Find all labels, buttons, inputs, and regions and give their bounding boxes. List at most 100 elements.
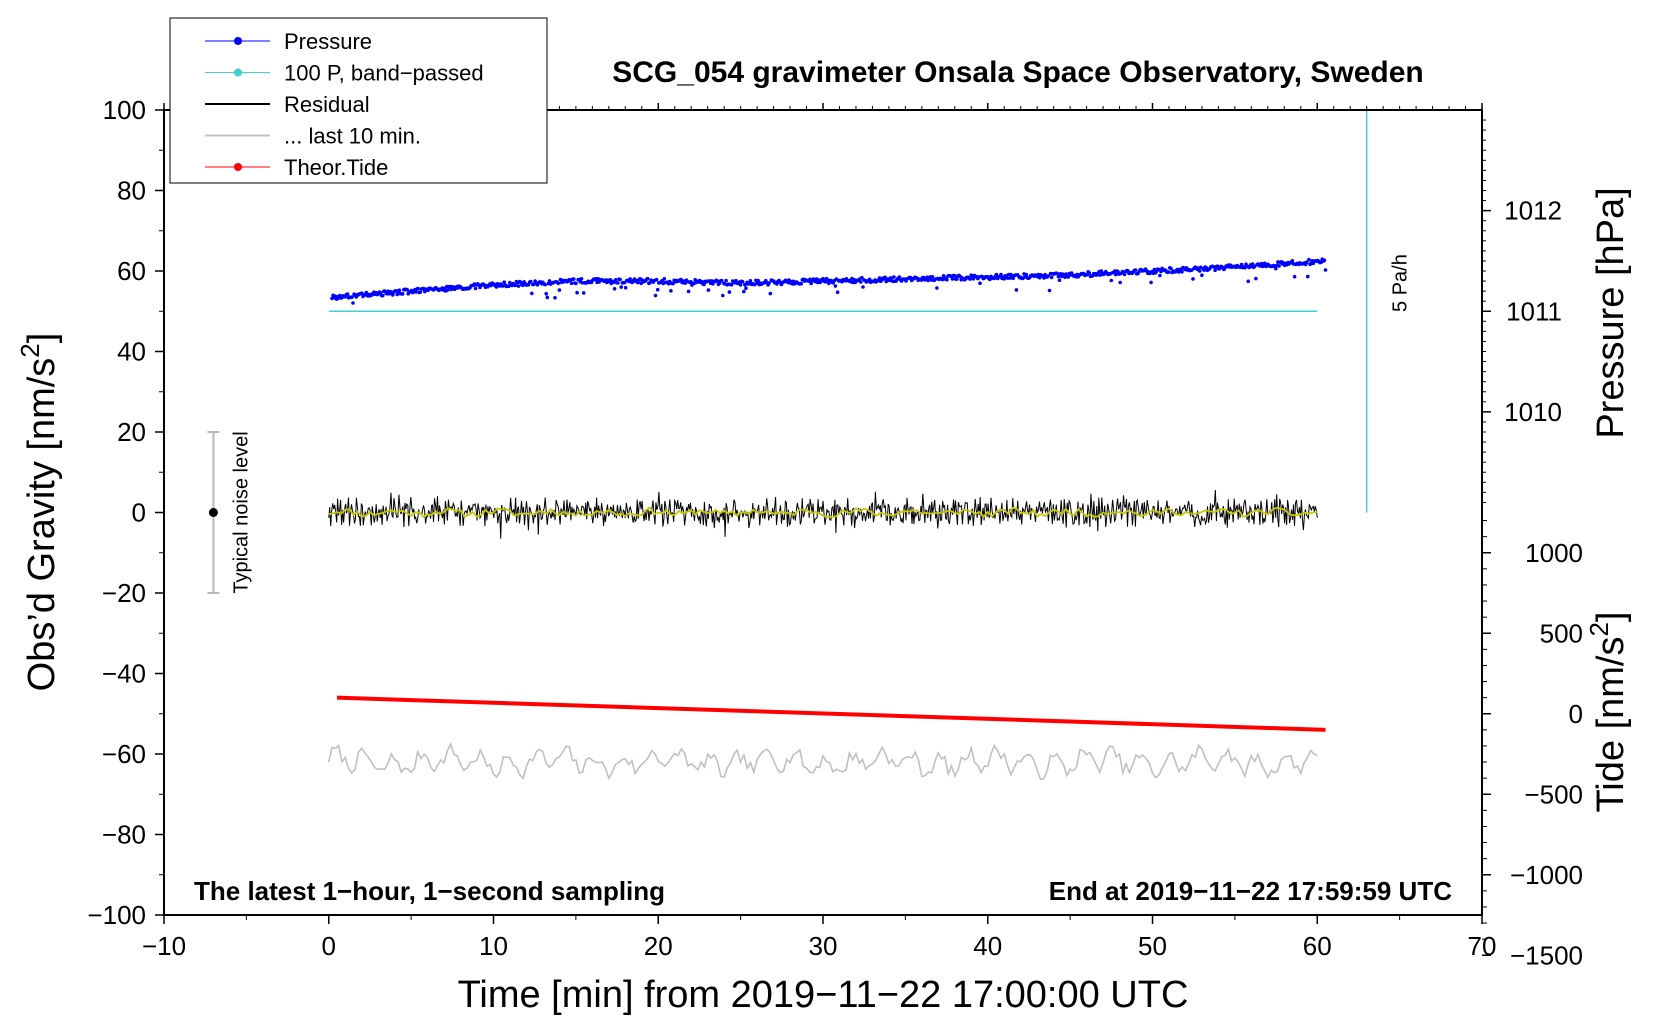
pressure-point	[569, 281, 574, 286]
pressure-rate-label: 5 Pa/h	[1390, 254, 1412, 312]
pressure-point	[950, 277, 955, 281]
y-tick-label: −80	[102, 820, 146, 850]
pressure-point	[516, 284, 521, 288]
pressure-point	[835, 290, 840, 295]
pressure-point	[971, 277, 976, 281]
pressure-point	[613, 278, 618, 282]
pressure-point	[955, 277, 959, 281]
pressure-point	[473, 286, 478, 291]
pressure-axis-label: Pressure [hPa]	[1590, 187, 1632, 438]
pressure-point	[743, 283, 747, 287]
pressure-point	[1304, 260, 1309, 265]
pressure-point	[645, 276, 650, 281]
pressure-point	[1180, 270, 1184, 274]
y-axis-label: Obs’d Gravity [nm/s2]	[15, 333, 63, 692]
legend-marker-5	[234, 163, 242, 171]
pressure-point	[738, 283, 743, 287]
pressure-point	[702, 282, 706, 287]
pressure-point	[502, 280, 507, 285]
pressure-point	[1306, 274, 1310, 279]
pressure-point	[877, 276, 882, 280]
pressure-point	[860, 275, 864, 280]
legend: Pressure 100 P, band−passed Residual ... la…	[169, 17, 548, 184]
pressure-point	[557, 288, 562, 292]
pressure-point	[941, 274, 946, 278]
pressure-point	[513, 283, 518, 288]
pressure-point	[729, 283, 734, 287]
pressure-point	[799, 281, 803, 286]
pressure-point	[742, 289, 746, 294]
pressure-point	[381, 293, 385, 298]
pressure-point	[1213, 268, 1217, 273]
legend-label-3: Residual	[284, 92, 370, 117]
pressure-point	[397, 288, 402, 293]
pressure-point	[1246, 279, 1250, 284]
pressure-point	[553, 296, 557, 300]
pressure-point	[833, 284, 838, 288]
tide-tick-label: −1000	[1510, 860, 1583, 890]
pressure-point	[724, 278, 728, 283]
pressure-point	[686, 289, 691, 294]
pressure-point	[859, 280, 863, 284]
residual-smoothed-line	[328, 506, 1318, 519]
pressure-point	[556, 281, 561, 286]
pressure-point	[628, 277, 632, 281]
pressure-point	[719, 278, 724, 283]
pressure-point	[1323, 268, 1328, 272]
pressure-point	[654, 277, 659, 282]
pressure-point	[612, 287, 617, 291]
noise-bar-label: Typical noise level	[230, 431, 252, 593]
y-tick-label: 80	[117, 176, 146, 206]
pressure-point	[999, 272, 1003, 277]
y-tick-label: −60	[102, 739, 146, 769]
pressure-point	[611, 280, 616, 285]
pressure-point	[1055, 271, 1060, 276]
pressure-point	[945, 277, 949, 282]
pressure-point	[636, 280, 640, 285]
pressure-point	[416, 286, 420, 291]
pressure-point	[930, 275, 935, 279]
pressure-point	[1049, 275, 1054, 280]
pressure-point	[1133, 268, 1138, 272]
pressure-point	[333, 294, 338, 299]
pressure-point	[952, 273, 957, 278]
pressure-point	[1169, 266, 1173, 271]
pressure-point	[768, 291, 773, 296]
pressure-point	[391, 293, 395, 297]
pressure-point	[1122, 272, 1127, 277]
pressure-point	[756, 278, 760, 283]
pressure-point	[1191, 277, 1195, 281]
x-tick-label: 40	[973, 931, 1002, 961]
pressure-point	[1254, 276, 1258, 281]
pressure-point	[926, 278, 930, 283]
noise-bar-point	[208, 508, 218, 517]
x-tick-label: 0	[322, 931, 336, 961]
pressure-point	[1149, 280, 1153, 285]
x-tick-label: 50	[1138, 931, 1167, 961]
pressure-point	[1274, 266, 1278, 271]
pressure-point	[351, 301, 355, 305]
y-tick-label: 40	[117, 337, 146, 367]
pressure-point	[574, 281, 578, 286]
legend-label-5: Theor.Tide	[284, 155, 388, 180]
pressure-point	[715, 279, 720, 283]
pressure-point	[572, 277, 576, 281]
pressure-point	[827, 281, 831, 286]
pressure-tick-label: 1012	[1504, 196, 1562, 226]
pressure-point	[543, 282, 547, 287]
pressure-point	[618, 277, 622, 282]
legend-box	[169, 17, 548, 184]
pressure-point	[414, 290, 418, 294]
pressure-point	[727, 290, 732, 294]
pressure-point	[935, 286, 939, 290]
annotation-left: The latest 1−hour, 1−second sampling	[194, 876, 665, 906]
pressure-point	[662, 277, 667, 281]
residual-line	[328, 489, 1318, 539]
pressure-point	[623, 285, 628, 290]
legend-label-1: Pressure	[284, 29, 372, 54]
x-tick-label: −10	[142, 931, 186, 961]
x-tick-label: 70	[1468, 931, 1497, 961]
pressure-point	[530, 291, 534, 296]
pressure-point	[1197, 269, 1202, 273]
